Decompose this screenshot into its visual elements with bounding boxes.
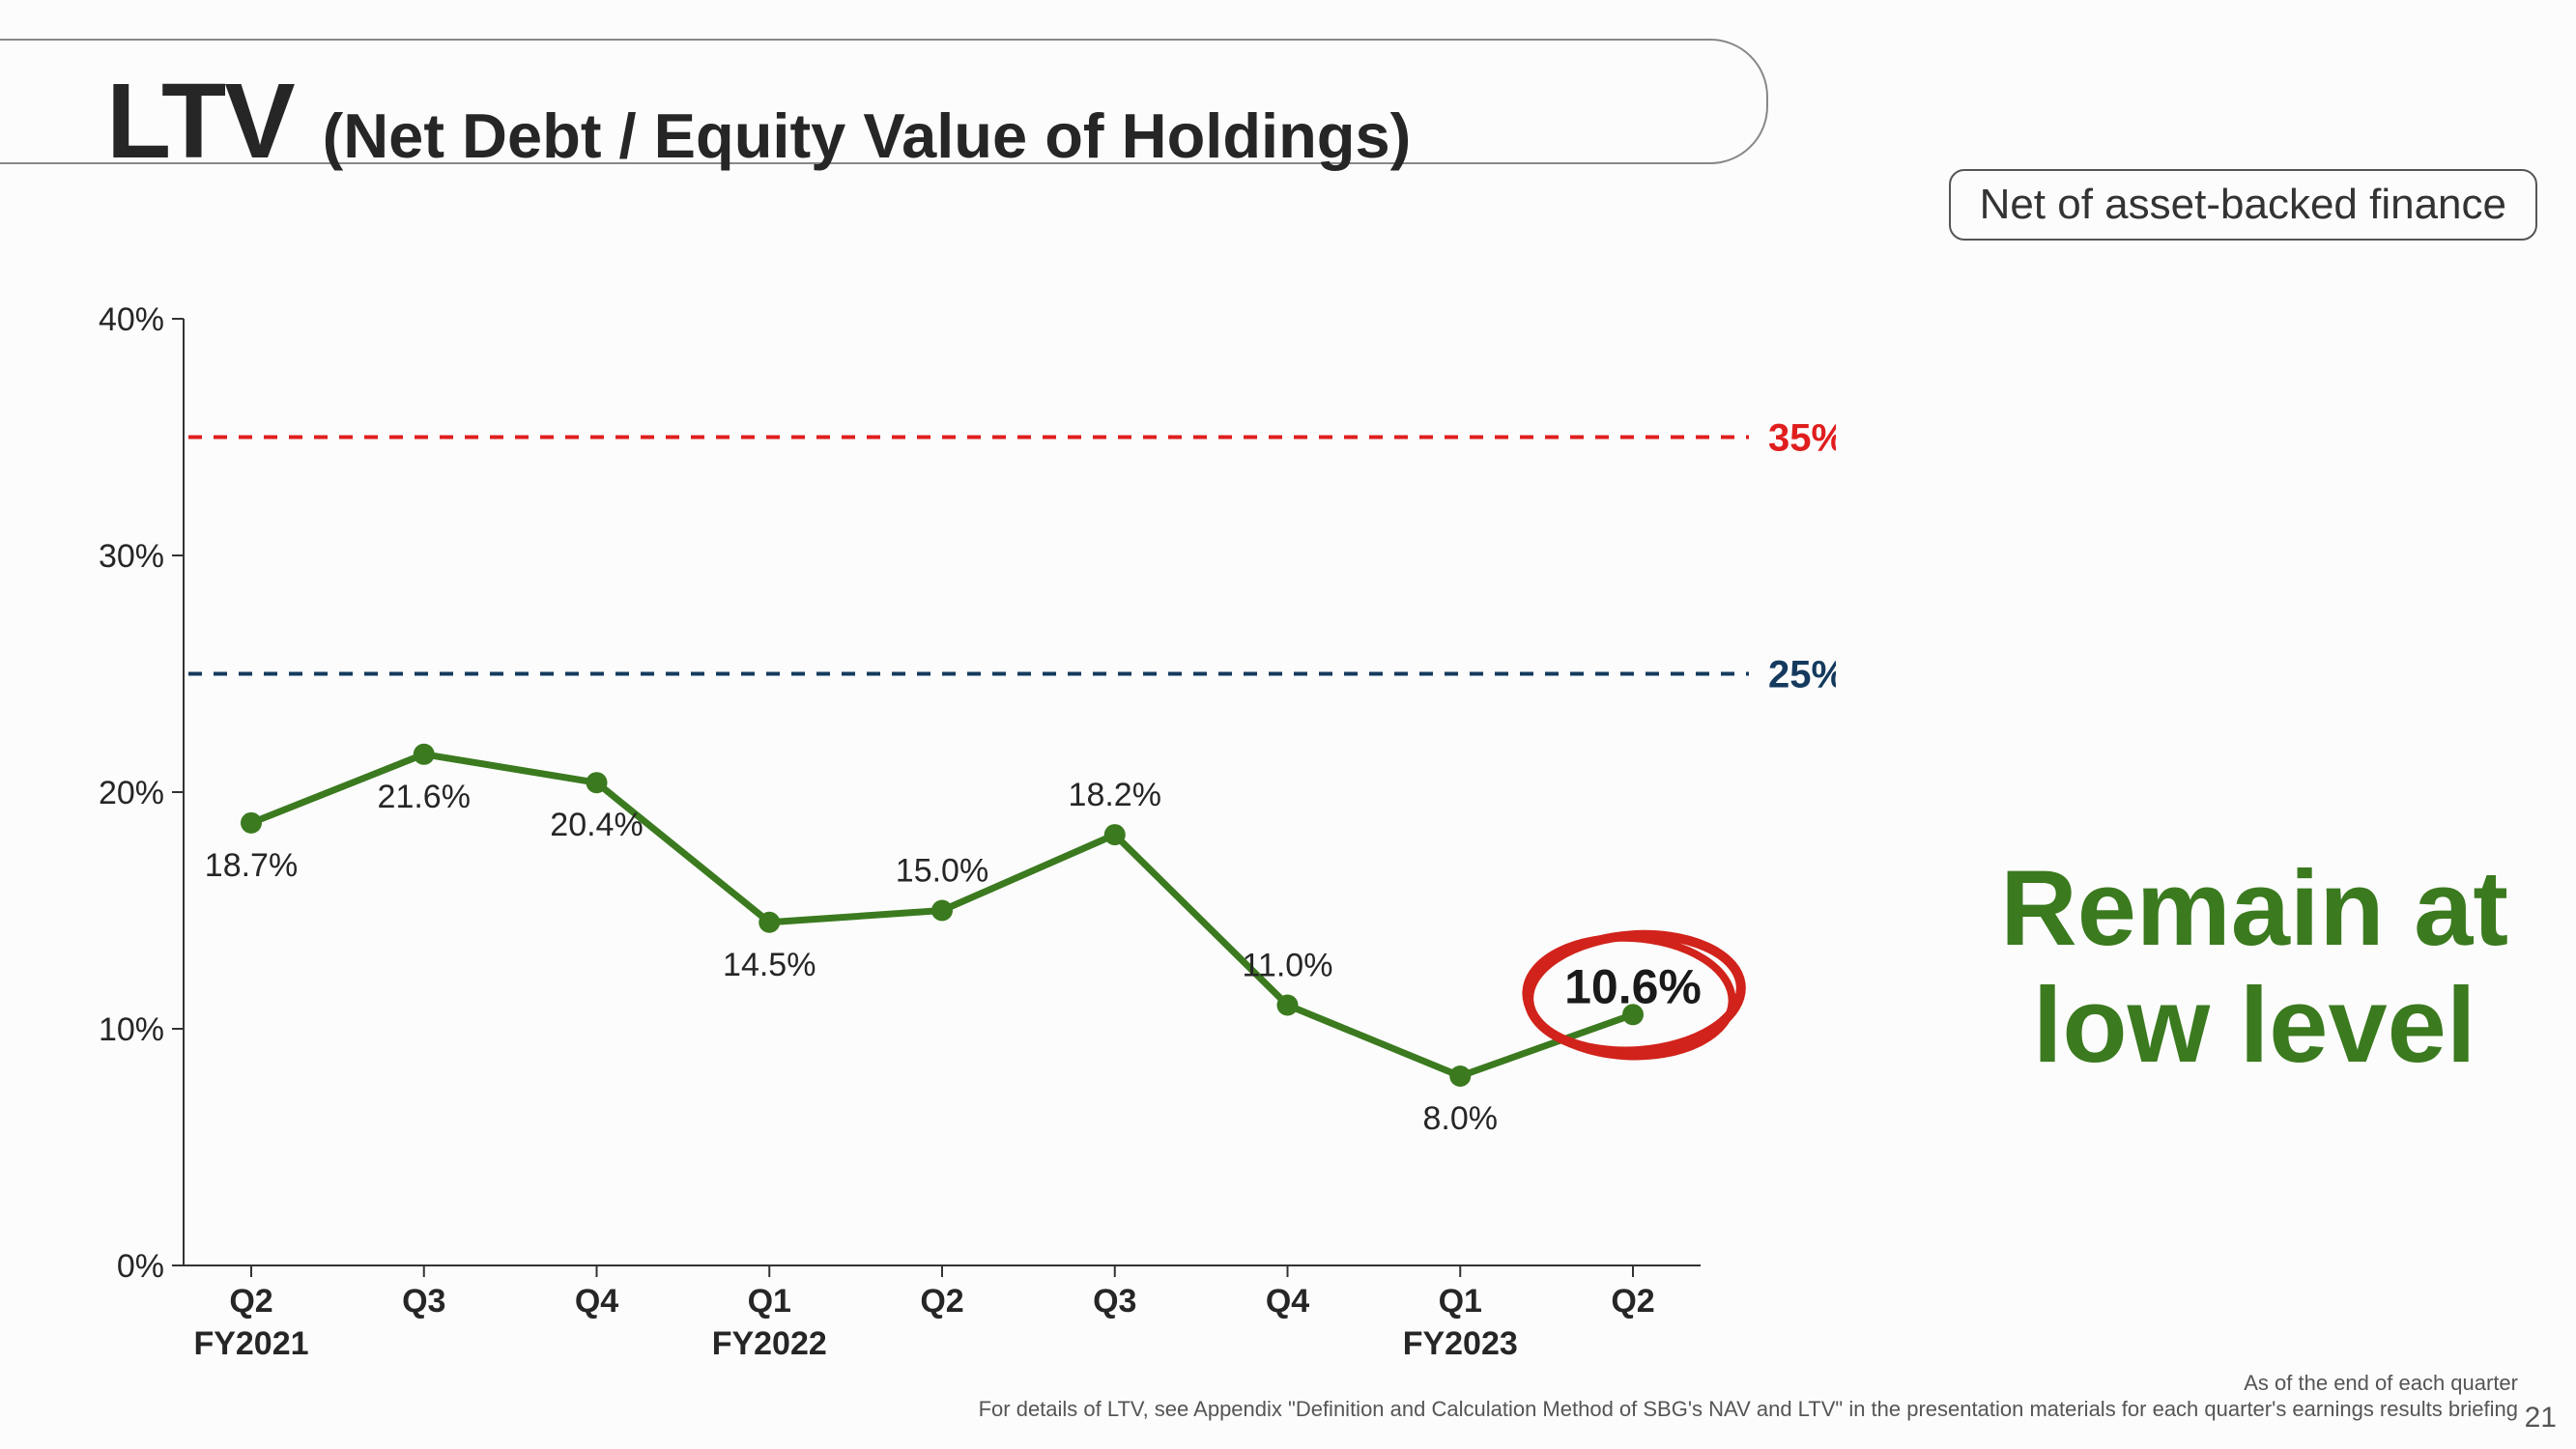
ltv-line-chart: 0% 10% 20% 30% 40% Q2 FY2021 Q3 Q4 Q1 FY2022 Q2 Q3 Q4… [97, 299, 1836, 1381]
callout-line2: low level [2000, 967, 2508, 1084]
callout-text: Remain at low level [2000, 850, 2508, 1084]
svg-text:FY2022: FY2022 [712, 1325, 827, 1362]
svg-text:35%: 35% [1768, 417, 1836, 460]
svg-text:Q2: Q2 [1611, 1283, 1654, 1320]
svg-text:Q2: Q2 [229, 1283, 272, 1320]
svg-text:10%: 10% [99, 1011, 164, 1048]
callout-line1: Remain at [2000, 850, 2508, 967]
svg-text:Q4: Q4 [1266, 1283, 1309, 1320]
net-of-asset-box: Net of asset-backed finance [1949, 169, 2537, 241]
svg-text:21.6%: 21.6% [378, 779, 471, 815]
svg-text:FY2023: FY2023 [1403, 1325, 1518, 1362]
page-number: 21 [2525, 1402, 2557, 1435]
footnote-1: As of the end of each quarter [2244, 1371, 2518, 1396]
title-bar: LTV (Net Debt / Equity Value of Holdings… [0, 39, 1768, 164]
svg-text:8.0%: 8.0% [1423, 1100, 1499, 1137]
title-sub: (Net Debt / Equity Value of Holdings) [323, 99, 1412, 172]
svg-text:0%: 0% [117, 1248, 164, 1285]
svg-text:20.4%: 20.4% [550, 807, 643, 843]
svg-text:14.5%: 14.5% [723, 947, 816, 983]
svg-text:FY2021: FY2021 [193, 1325, 308, 1362]
svg-text:Q4: Q4 [575, 1283, 618, 1320]
svg-text:Q1: Q1 [748, 1283, 791, 1320]
svg-text:20%: 20% [99, 775, 164, 811]
svg-text:Q3: Q3 [1093, 1283, 1136, 1320]
svg-text:10.6%: 10.6% [1564, 959, 1702, 1013]
svg-text:18.2%: 18.2% [1069, 777, 1161, 813]
footnote-2: For details of LTV, see Appendix "Defini… [979, 1397, 2518, 1422]
svg-text:Q2: Q2 [920, 1283, 963, 1320]
svg-text:Q3: Q3 [402, 1283, 445, 1320]
svg-text:25%: 25% [1768, 654, 1836, 696]
svg-text:Q1: Q1 [1439, 1283, 1482, 1320]
svg-text:18.7%: 18.7% [205, 847, 298, 884]
svg-text:15.0%: 15.0% [896, 853, 988, 890]
title-main: LTV [106, 60, 294, 183]
svg-text:11.0%: 11.0% [1243, 948, 1333, 984]
svg-text:40%: 40% [99, 301, 164, 338]
svg-text:30%: 30% [99, 538, 164, 575]
